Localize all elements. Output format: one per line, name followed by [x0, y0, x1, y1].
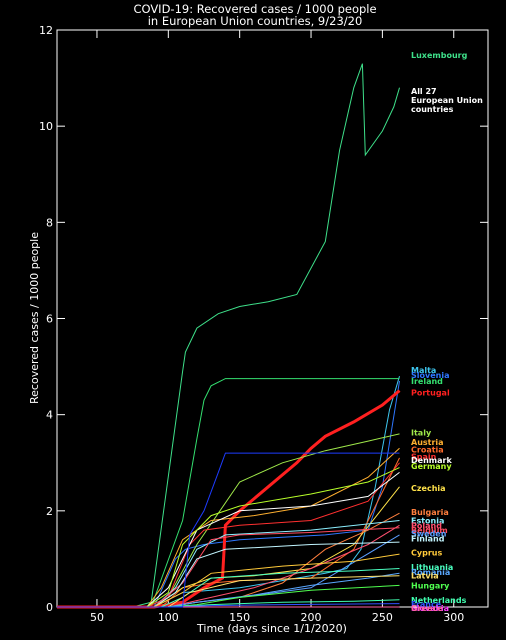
y-tick-label: 4 [46, 409, 53, 422]
series-line-croatia [57, 457, 400, 608]
y-axis-ticks: 0 2 4 6 8 10 12 [39, 24, 488, 614]
series-label: France [411, 600, 442, 609]
series-label: Hungary [411, 581, 450, 590]
y-tick-label: 0 [46, 601, 53, 614]
series-label: European Union [411, 96, 483, 105]
series-label: Ireland [411, 377, 443, 386]
series-label: Malta [411, 366, 436, 375]
series-label: Lithuania [411, 563, 453, 572]
x-tick-label: 250 [372, 611, 393, 624]
y-tick-label: 6 [46, 313, 53, 326]
series-line-germany [57, 467, 400, 608]
y-tick-label: 2 [46, 505, 53, 518]
series-line-ireland [57, 378, 400, 608]
series-line-spain [57, 462, 400, 608]
series-label: Czechia [411, 484, 446, 493]
series-label: Belgium [411, 526, 448, 535]
series-line-denmark [57, 472, 400, 608]
series-label: Poland [411, 521, 442, 530]
x-tick-label: 300 [443, 611, 464, 624]
series-label: Slovakia [411, 604, 449, 613]
x-tick-label: 150 [229, 611, 250, 624]
y-axis-label: Recovered cases / 1000 people [28, 232, 41, 404]
series-label: Luxembourg [411, 51, 468, 60]
series-label: Portugal [411, 389, 450, 398]
y-tick-label: 10 [39, 120, 53, 133]
series-label: Cyprus [411, 549, 442, 558]
chart-title-line1: COVID-19: Recovered cases / 1000 people [133, 2, 376, 16]
y-tick-label: 8 [46, 216, 53, 229]
series-line-malta [57, 376, 400, 608]
series-label: Croatia [411, 445, 444, 454]
series-label: Finland [411, 534, 445, 543]
x-axis-ticks: 50 100 150 200 250 300 [90, 30, 464, 624]
series-line-luxembourg [57, 63, 400, 608]
series-line-finland [57, 541, 400, 608]
series-label: Germany [411, 462, 452, 471]
series-line-portugal [57, 389, 401, 609]
series-line-romania [57, 572, 400, 608]
series-label: Austria [411, 438, 444, 447]
series-label: Italy [411, 429, 432, 438]
series-label: Spain [411, 453, 437, 462]
series-label: Sweden [411, 530, 447, 539]
series-lines [57, 63, 401, 609]
series-label: Slovenia [411, 371, 449, 380]
x-axis-label: Time (days since 1/1/2020) [196, 622, 347, 635]
series-label: Bulgaria [411, 508, 449, 517]
series-label: Netherlands [411, 596, 467, 605]
x-tick-label: 50 [90, 611, 104, 624]
series-label: countries [411, 105, 454, 114]
x-tick-label: 100 [158, 611, 179, 624]
chart-title-line2: in European Union countries, 9/23/20 [148, 14, 363, 28]
series-label: Latvia [411, 571, 439, 580]
series-label: All 27 [411, 87, 437, 96]
x-tick-label: 200 [301, 611, 322, 624]
series-line-slovenia [57, 380, 400, 608]
series-line-blue-step-series [57, 452, 400, 608]
series-label: Estonia [411, 517, 444, 526]
y-tick-label: 12 [39, 24, 53, 37]
series-label: Romania [411, 568, 450, 577]
series-label: Greece [411, 604, 443, 613]
series-label: Denmark [411, 456, 452, 465]
series-line-austria [57, 447, 400, 608]
